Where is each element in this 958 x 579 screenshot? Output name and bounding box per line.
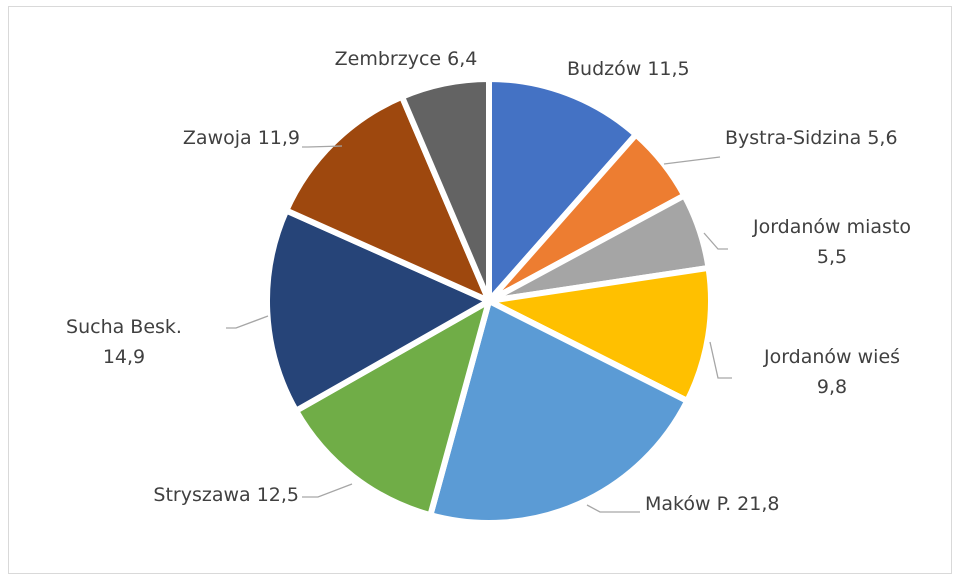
data-label: Stryszawa 12,5: [153, 484, 299, 506]
leader-line: [302, 483, 353, 498]
leader-line: [663, 156, 721, 165]
data-label: Bystra-Sidzina 5,6: [725, 127, 898, 149]
pie-slice-zembrzyce: [399, 76, 492, 304]
leader-line: [302, 145, 343, 148]
leader-line: [586, 504, 640, 513]
data-label: Zawoja 11,9: [183, 127, 300, 149]
data-label: Jordanów wieś 9,8: [763, 346, 900, 398]
pie-slice-mak-w-p-: [427, 298, 691, 526]
data-label: Sucha Besk. 14,9: [66, 316, 182, 368]
pie-slice-stryszawa: [293, 298, 492, 519]
leader-line: [709, 341, 732, 379]
data-label: Jordanów miasto 5,5: [752, 216, 911, 268]
pie-slice-jordan-w-wie-: [486, 264, 714, 404]
leader-line: [703, 232, 728, 250]
leader-line: [226, 315, 269, 329]
data-label: Budzów 11,5: [567, 58, 690, 80]
pie-slice-sucha-besk-: [264, 207, 492, 414]
pie-slice-budz-w: [486, 76, 639, 304]
data-label: Maków P. 21,8: [645, 493, 779, 515]
pie-slice-zawoja: [283, 93, 492, 304]
data-label: Zembrzyce 6,4: [335, 48, 478, 70]
